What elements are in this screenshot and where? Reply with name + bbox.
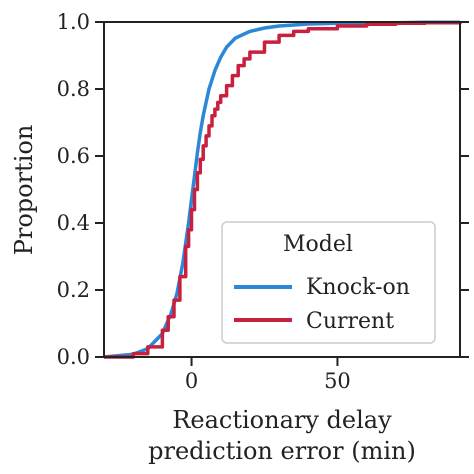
y-tick-label: 1.0 — [57, 10, 90, 34]
y-tick-label: 0.6 — [57, 144, 90, 168]
plot-frame — [103, 21, 461, 358]
y-axis-label: Proportion — [10, 125, 38, 256]
x-axis-label-line-1: Reactionary delay — [172, 406, 392, 434]
legend-label-current: Current — [306, 309, 394, 334]
x-tick-label: 50 — [324, 369, 351, 393]
legend-title: Model — [283, 232, 353, 257]
legend-label-knock-on: Knock-on — [306, 275, 410, 300]
x-tick-label: 0 — [185, 369, 198, 393]
y-tick-label: 0.0 — [57, 345, 90, 369]
series-line-current — [104, 20, 462, 359]
legend: Model Knock-on Current — [221, 221, 436, 344]
series-layer — [103, 20, 462, 359]
legend-box — [221, 221, 436, 344]
y-tick-label: 0.8 — [57, 77, 90, 101]
y-tick-label: 0.4 — [57, 211, 90, 235]
ticks-layer: 0 50 0.0 0.2 0.4 0.6 0.8 1.0 — [57, 10, 469, 393]
y-tick-label: 0.2 — [57, 278, 90, 302]
x-axis-label-line-2: prediction error (min) — [148, 437, 416, 465]
